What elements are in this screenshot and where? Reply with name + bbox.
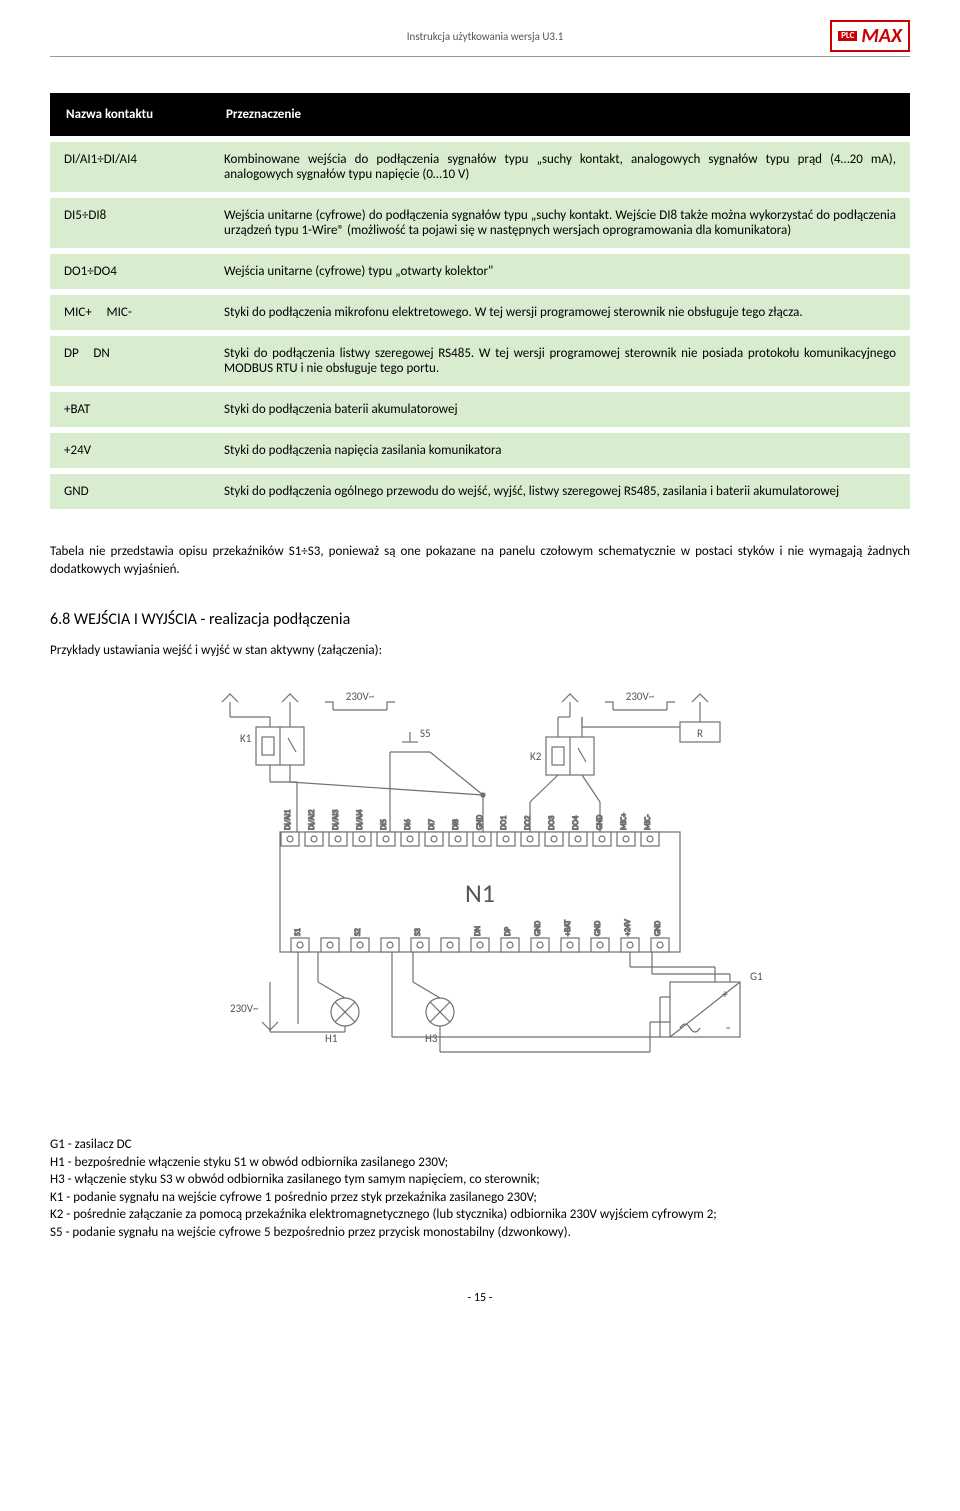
svg-text:-: - <box>726 1019 730 1036</box>
svg-text:GND: GND <box>533 921 543 936</box>
table-row: DI5÷DI8Wejścia unitarne (cyfrowe) do pod… <box>50 198 910 248</box>
table-row: MIC+ MIC-Styki do podłączenia mikrofonu … <box>50 295 910 330</box>
page-footer: - 15 - <box>50 1291 910 1305</box>
contact-name: DP DN <box>50 336 210 386</box>
wiring-diagram: N1 DI/AI1 DI/AI2 DI/AI3 DI/AI4 DI5 DI6 DI7 DI8 G… <box>170 682 790 1076</box>
table-row: GNDStyki do podłączenia ogólnego przewod… <box>50 474 910 509</box>
svg-text:S5: S5 <box>420 727 431 740</box>
n1-label: N1 <box>465 877 495 909</box>
legend-h3: H3 - włączenie styku S3 w obwód odbiorni… <box>50 1171 910 1189</box>
svg-text:H1: H1 <box>325 1032 338 1045</box>
svg-text:R: R <box>697 727 703 740</box>
contact-desc: Styki do podłączenia ogólnego przewodu d… <box>210 474 910 509</box>
svg-text:230V~: 230V~ <box>346 690 375 703</box>
svg-text:230V~: 230V~ <box>230 1002 259 1015</box>
svg-text:DI/AI2: DI/AI2 <box>307 810 317 830</box>
svg-text:DI/AI1: DI/AI1 <box>283 810 293 830</box>
svg-text:DO3: DO3 <box>547 816 557 830</box>
svg-text:DN: DN <box>473 926 483 936</box>
logo-plc: PLC <box>838 31 857 41</box>
contact-name: DI5÷DI8 <box>50 198 210 248</box>
contact-desc: Styki do podłączenia napięcia zasilania … <box>210 433 910 468</box>
header-title: Instrukcja użytkowania wersja U3.1 <box>140 30 830 43</box>
section-heading: 6.8 WEJŚCIA I WYJŚCIA - realizacja podłą… <box>50 610 910 629</box>
svg-text:DI7: DI7 <box>427 819 437 830</box>
legend-g1: G1 - zasilacz DC <box>50 1136 910 1154</box>
svg-text:DP: DP <box>503 927 513 936</box>
svg-text:+BAT: +BAT <box>563 920 573 936</box>
table-row: DP DNStyki do podłączenia listwy szerego… <box>50 336 910 386</box>
contacts-table: Nazwa kontaktu Przeznaczenie DI/AI1÷DI/A… <box>50 87 910 515</box>
contact-name: GND <box>50 474 210 509</box>
contact-desc: Styki do podłączenia listwy szeregowej R… <box>210 336 910 386</box>
section-sub: Przykłady ustawiania wejść i wyjść w sta… <box>50 643 910 658</box>
svg-text:G1: G1 <box>750 970 763 983</box>
svg-text:DO4: DO4 <box>571 816 581 830</box>
contact-desc: Styki do podłączenia mikrofonu elektreto… <box>210 295 910 330</box>
contact-desc: Wejścia unitarne (cyfrowe) do podłączeni… <box>210 198 910 248</box>
logo-max: MAX <box>861 24 902 48</box>
legend: G1 - zasilacz DC H1 - bezpośrednie włącz… <box>50 1136 910 1241</box>
contact-name: +24V <box>50 433 210 468</box>
legend-k2: K2 - pośrednie załączanie za pomocą prze… <box>50 1206 910 1224</box>
svg-text:+: + <box>722 988 728 1002</box>
table-row: +24VStyki do podłączenia napięcia zasila… <box>50 433 910 468</box>
legend-h1: H1 - bezpośrednie włączenie styku S1 w o… <box>50 1154 910 1172</box>
logo: PLC MAX <box>830 20 910 52</box>
contact-name: MIC+ MIC- <box>50 295 210 330</box>
table-row: +BATStyki do podłączenia baterii akumula… <box>50 392 910 427</box>
legend-s5: S5 - podanie sygnału na wejście cyfrowe … <box>50 1224 910 1242</box>
svg-text:DO1: DO1 <box>499 816 509 830</box>
contact-name: DO1÷DO4 <box>50 254 210 289</box>
svg-text:K2: K2 <box>530 750 542 763</box>
svg-text:DI5: DI5 <box>379 819 389 830</box>
para-after-table: Tabela nie przedstawia opisu przekaźnikó… <box>50 543 910 578</box>
contact-name: DI/AI1÷DI/AI4 <box>50 142 210 192</box>
contact-name: +BAT <box>50 392 210 427</box>
svg-text:H3: H3 <box>425 1032 438 1045</box>
table-row: DI/AI1÷DI/AI4Kombinowane wejścia do podł… <box>50 142 910 192</box>
th-desc: Przeznaczenie <box>210 93 910 136</box>
contact-desc: Wejścia unitarne (cyfrowe) typu „otwarty… <box>210 254 910 289</box>
legend-k1: K1 - podanie sygnału na wejście cyfrowe … <box>50 1189 910 1207</box>
svg-text:GND: GND <box>653 921 663 936</box>
contact-desc: Styki do podłączenia baterii akumulatoro… <box>210 392 910 427</box>
page-header: Instrukcja użytkowania wersja U3.1 PLC M… <box>50 20 910 57</box>
svg-text:K1: K1 <box>240 732 252 745</box>
svg-text:+24V: +24V <box>623 919 633 936</box>
svg-text:GND: GND <box>593 921 603 936</box>
svg-text:MIC+: MIC+ <box>619 813 629 830</box>
svg-text:MIC-: MIC- <box>643 814 653 830</box>
svg-text:S3: S3 <box>413 928 423 936</box>
svg-text:DI/AI4: DI/AI4 <box>355 810 365 830</box>
svg-text:S1: S1 <box>293 928 303 936</box>
svg-text:DI/AI3: DI/AI3 <box>331 810 341 830</box>
th-name: Nazwa kontaktu <box>50 93 210 136</box>
svg-text:DO2: DO2 <box>523 816 533 830</box>
table-row: DO1÷DO4Wejścia unitarne (cyfrowe) typu „… <box>50 254 910 289</box>
svg-text:DI6: DI6 <box>403 819 413 830</box>
svg-text:230V~: 230V~ <box>626 690 655 703</box>
svg-text:S2: S2 <box>353 928 363 936</box>
svg-text:DI8: DI8 <box>451 819 461 830</box>
contact-desc: Kombinowane wejścia do podłączenia sygna… <box>210 142 910 192</box>
